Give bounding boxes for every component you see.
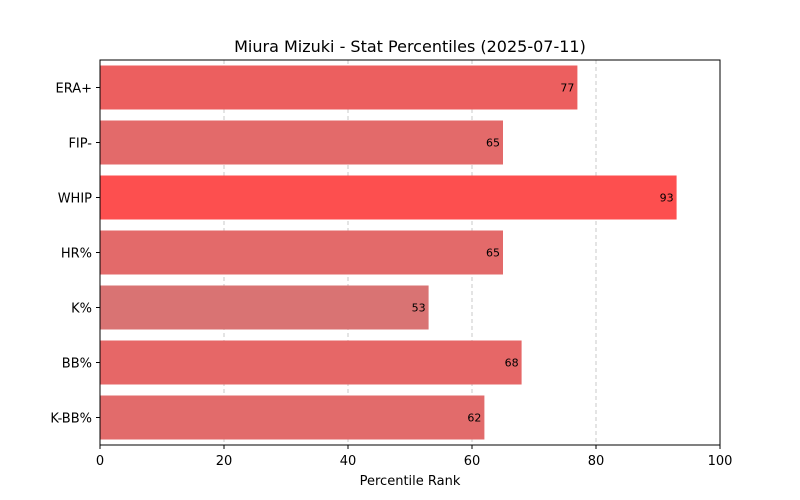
y-tick-label-0: ERA+ bbox=[55, 82, 92, 97]
bar-3 bbox=[100, 230, 503, 275]
bar-0 bbox=[100, 65, 578, 110]
y-tick-label-5: BB% bbox=[62, 357, 92, 372]
data-label-0: 77 bbox=[560, 82, 574, 95]
data-label-1: 65 bbox=[486, 137, 500, 150]
x-tick-label-1: 20 bbox=[216, 454, 233, 469]
bar-6 bbox=[100, 395, 485, 440]
data-label-6: 62 bbox=[467, 412, 481, 425]
y-tick-label-2: WHIP bbox=[58, 192, 92, 207]
bar-5 bbox=[100, 340, 522, 385]
data-label-2: 93 bbox=[660, 192, 674, 205]
y-tick-label-6: K-BB% bbox=[50, 412, 92, 427]
axes: ERA+ FIP- WHIP HR% K% BB% K-BB% 0 20 40 60 80 100 bbox=[50, 82, 732, 470]
x-tick-label-4: 80 bbox=[588, 454, 605, 469]
data-label-5: 68 bbox=[505, 357, 519, 370]
x-tick-label-3: 60 bbox=[464, 454, 481, 469]
data-label-4: 53 bbox=[412, 302, 426, 315]
bars: 77 65 93 65 53 68 62 bbox=[100, 65, 677, 440]
x-tick-label-5: 100 bbox=[708, 454, 733, 469]
data-label-3: 65 bbox=[486, 247, 500, 260]
x-axis-label: Percentile Rank bbox=[360, 474, 461, 489]
bar-4 bbox=[100, 285, 429, 330]
y-tick-label-3: HR% bbox=[61, 247, 92, 262]
bar-1 bbox=[100, 120, 503, 165]
y-tick-label-1: FIP- bbox=[68, 137, 92, 152]
bar-2 bbox=[100, 175, 677, 220]
y-tick-label-4: K% bbox=[71, 302, 92, 317]
x-tick-label-0: 0 bbox=[96, 454, 104, 469]
chart-title: Miura Mizuki - Stat Percentiles (2025-07… bbox=[234, 37, 586, 56]
x-tick-label-2: 40 bbox=[340, 454, 357, 469]
